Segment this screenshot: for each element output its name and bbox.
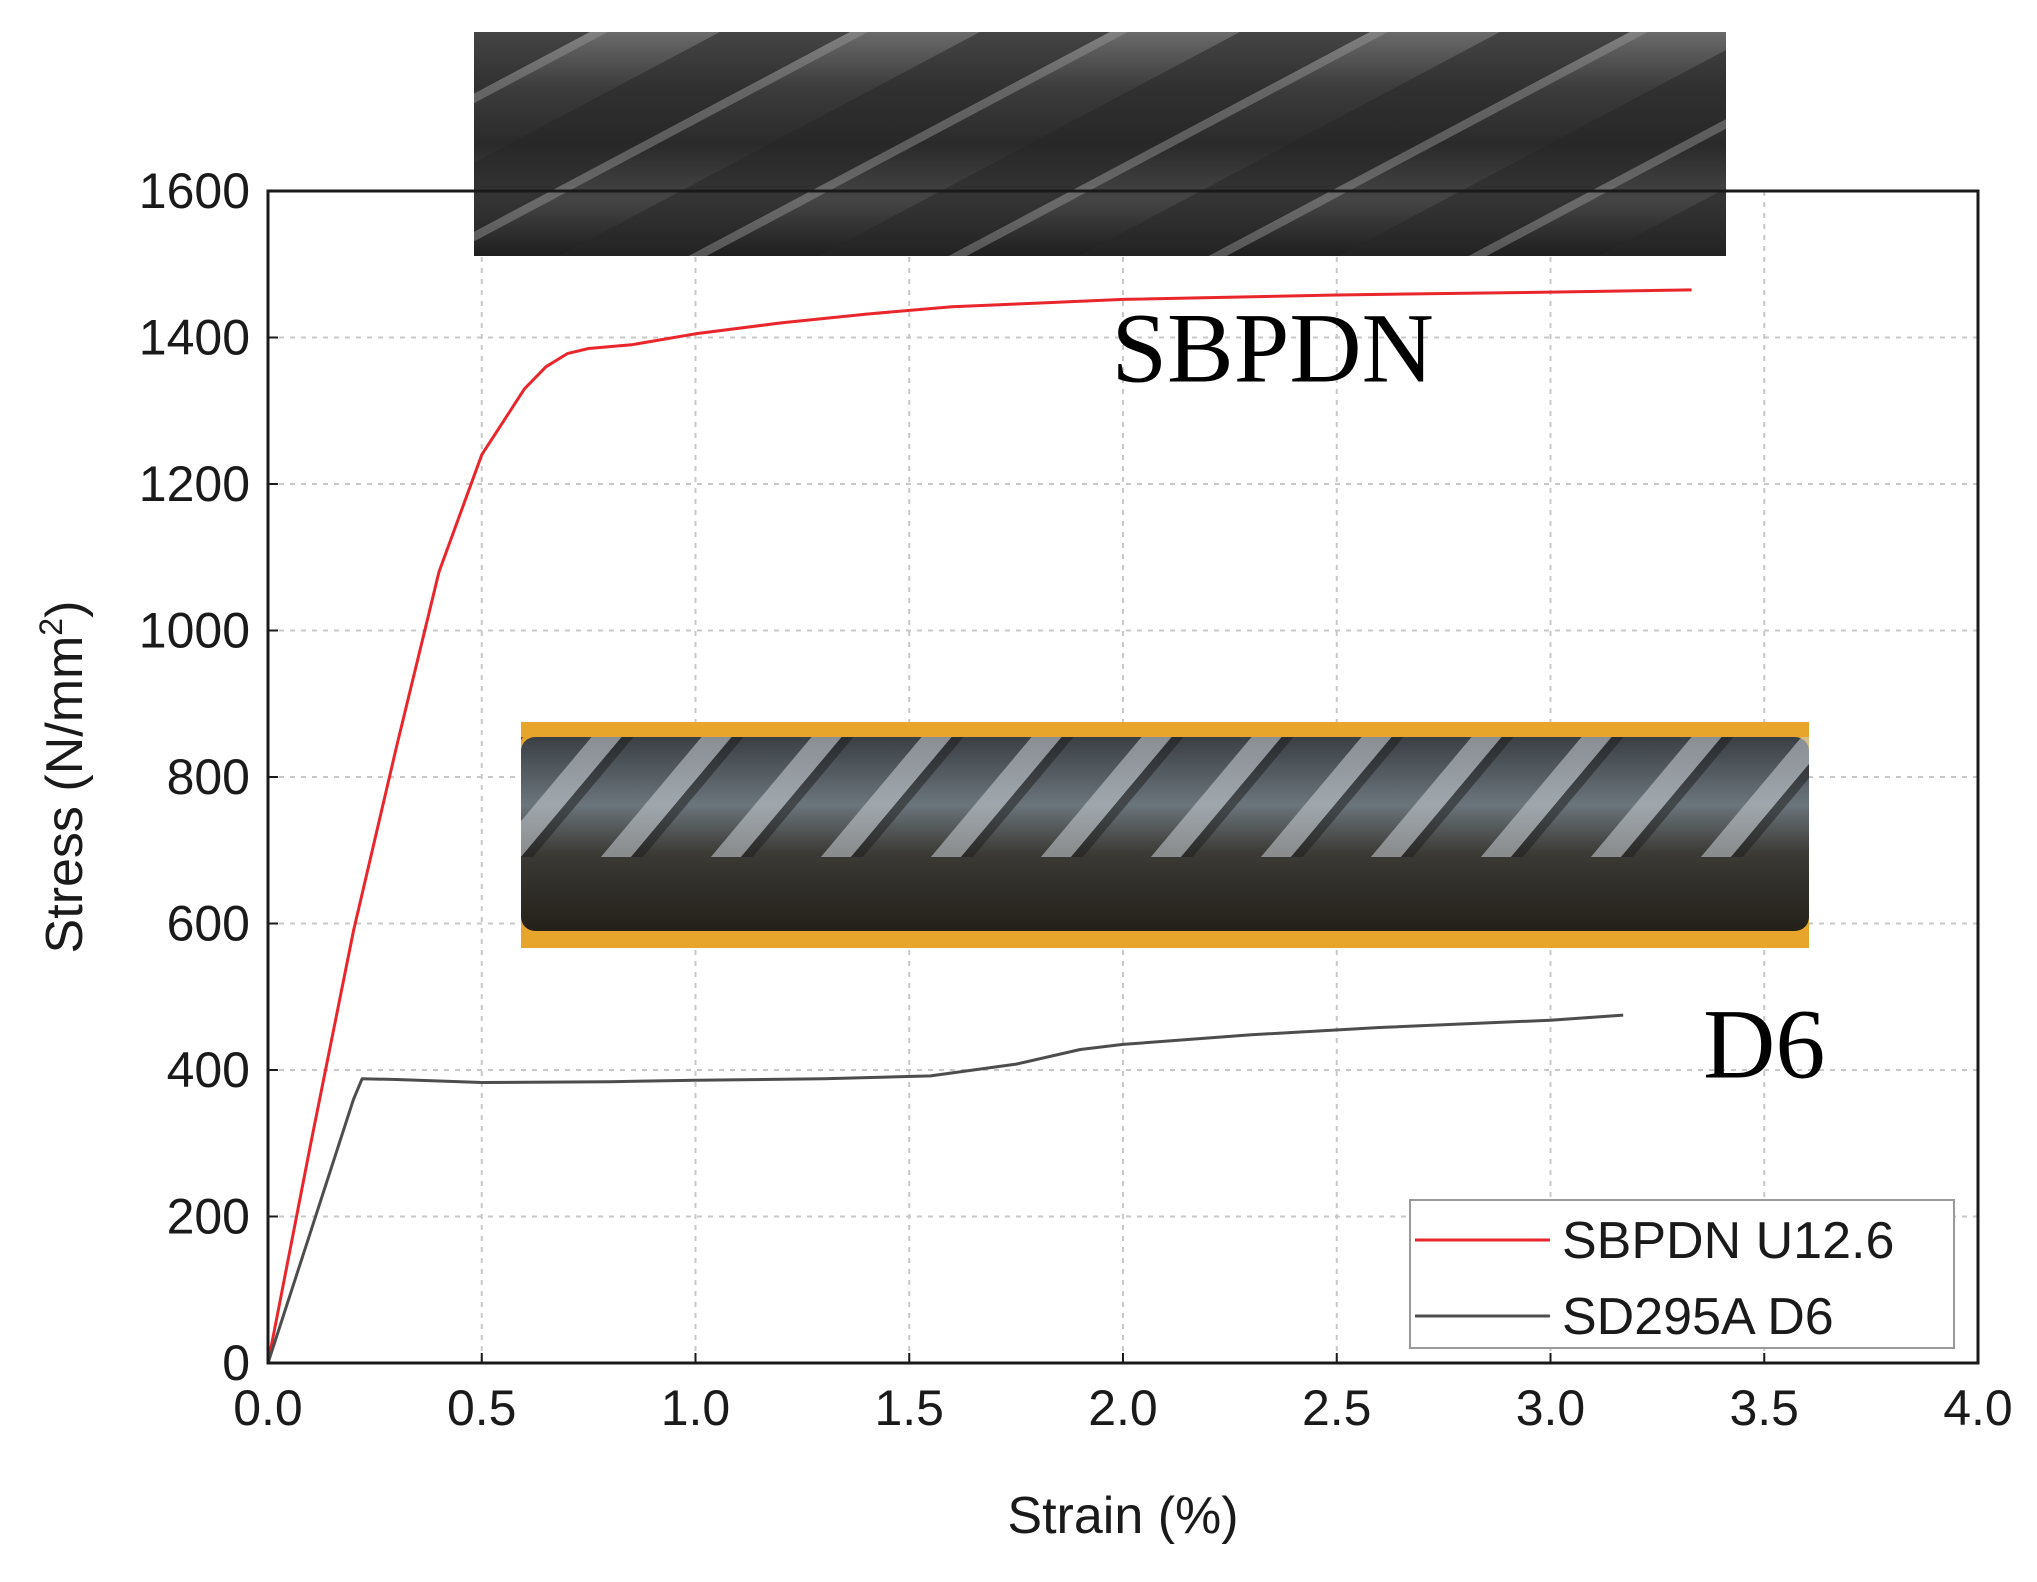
y-axis-title-main: Stress (N/mm [36,636,94,954]
x-tick-label: 3.5 [1729,1380,1799,1436]
legend-label-sbpdn: SBPDN U12.6 [1562,1212,1894,1270]
y-tick-label: 1000 [139,603,250,659]
series-lines [266,288,1692,1364]
x-tick-label: 0.5 [447,1380,517,1436]
x-axis-title: Strain (%) [1007,1487,1238,1545]
y-tick-label: 1400 [139,310,250,366]
y-tick-label: 0 [222,1335,250,1391]
y-axis-ticks: 0 200 400 600 800 1000 1200 1400 1600 [139,163,278,1391]
series-line-sd295a [266,1013,1624,1364]
y-tick-label: 600 [167,896,250,952]
x-tick-label: 2.5 [1302,1380,1372,1436]
x-tick-label: 0.0 [233,1380,303,1436]
y-axis-title: Stress (N/mm2) [33,601,94,954]
legend-label-sd295a: SD295A D6 [1562,1288,1834,1346]
y-tick-label: 1600 [139,163,250,219]
x-tick-label: 1.5 [874,1380,944,1436]
series-line-sbpdn [266,288,1692,1364]
x-tick-label: 1.0 [661,1380,731,1436]
y-tick-label: 800 [167,749,250,805]
y-tick-label: 400 [167,1042,250,1098]
y-axis-title-close: ) [36,601,94,618]
annotation-d6: D6 [1703,988,1825,1099]
legend-box [1409,1199,1955,1349]
d6-rebar-photo [521,722,1809,948]
y-axis-title-superscript: 2 [33,618,69,636]
strand-twist-texture [474,32,1726,256]
x-axis-ticks: 0.0 0.5 1.0 1.5 2.0 2.5 3.0 3.5 4.0 [233,1353,2013,1436]
x-tick-label: 4.0 [1943,1380,2013,1436]
x-tick-label: 2.0 [1088,1380,1158,1436]
annotation-sbpdn: SBPDN [1111,292,1433,403]
legend: SBPDN U12.6 SD295A D6 [1409,1199,1955,1349]
x-tick-label: 3.0 [1516,1380,1586,1436]
y-tick-label: 200 [167,1189,250,1245]
y-tick-label: 1200 [139,456,250,512]
sbpdn-strand-photo [474,32,1726,256]
rebar-rib-texture [521,737,1809,857]
